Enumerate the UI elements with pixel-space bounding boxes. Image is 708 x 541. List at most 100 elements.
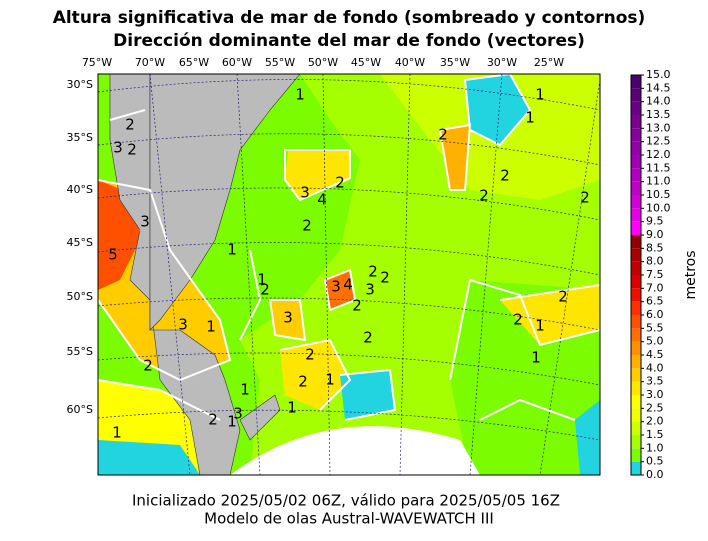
contour-label: 1 bbox=[287, 399, 297, 417]
colorbar-tick-label: 7.0 bbox=[646, 281, 664, 294]
contour-label: 3 bbox=[283, 309, 293, 327]
contour-label: 2 bbox=[208, 411, 218, 429]
colorbar-segment bbox=[631, 75, 641, 89]
colorbar-tick-label: 6.5 bbox=[646, 295, 664, 308]
colorbar-segment bbox=[631, 301, 641, 315]
colorbar-segment bbox=[631, 208, 641, 222]
contour-label: 2 bbox=[500, 167, 510, 185]
footer-line: Inicializado 2025/05/02 06Z, válido para… bbox=[132, 492, 560, 510]
contour-label: 2 bbox=[143, 357, 153, 375]
colorbar-segment bbox=[631, 461, 641, 475]
contour-label: 2 bbox=[479, 187, 489, 205]
contour-label: 1 bbox=[257, 271, 267, 289]
colorbar-segment bbox=[631, 328, 641, 342]
lat-tick-label: 35°S bbox=[67, 131, 93, 144]
contour-label: 2 bbox=[438, 126, 448, 144]
colorbar-tick-label: 5.0 bbox=[646, 335, 664, 348]
colorbar-tick-label: 10.0 bbox=[646, 201, 671, 214]
colorbar-segment bbox=[631, 101, 641, 115]
colorbar-segment bbox=[631, 315, 641, 329]
lon-tick-label: 75°W bbox=[82, 56, 112, 69]
contour-label: 2 bbox=[335, 174, 345, 192]
colorbar-segment bbox=[631, 115, 641, 129]
map-frame bbox=[97, 73, 601, 476]
contour-label: 1 bbox=[535, 317, 545, 335]
colorbar-tick-label: 3.0 bbox=[646, 388, 664, 401]
contour-label: 2 bbox=[352, 297, 362, 315]
footer-line: Modelo de olas Austral-WAVEWATCH III bbox=[204, 510, 494, 528]
colorbar-segment bbox=[631, 141, 641, 155]
colorbar-tick-label: 11.0 bbox=[646, 175, 671, 188]
contour-label: 1 bbox=[112, 424, 122, 442]
colorbar-tick-label: 4.5 bbox=[646, 348, 664, 361]
colorbar-tick-label: 0.0 bbox=[646, 468, 664, 481]
colorbar-segment bbox=[631, 155, 641, 169]
colorbar-segment bbox=[631, 421, 641, 435]
lon-tick-label: 25°W bbox=[534, 56, 564, 69]
colorbar-tick-label: 9.0 bbox=[646, 228, 664, 241]
contour-label: 3 bbox=[140, 213, 150, 231]
lon-tick-label: 50°W bbox=[308, 56, 338, 69]
colorbar-tick-label: 8.5 bbox=[646, 241, 664, 254]
colorbar-tick-label: 14.5 bbox=[646, 81, 671, 94]
colorbar-tick-label: 2.5 bbox=[646, 401, 664, 414]
colorbar-segment bbox=[631, 235, 641, 249]
lat-tick-label: 60°S bbox=[67, 403, 93, 416]
contour-label: 2 bbox=[302, 217, 312, 235]
lat-tick-label: 30°S bbox=[67, 78, 93, 91]
contour-label: 2 bbox=[127, 141, 137, 159]
contour-label: 1 bbox=[227, 241, 237, 259]
lon-tick-label: 65°W bbox=[179, 56, 209, 69]
contour-label: 3 bbox=[300, 184, 310, 202]
colorbar-tick-label: 13.5 bbox=[646, 108, 671, 121]
colorbar-segment bbox=[631, 261, 641, 275]
lat-tick-label: 50°S bbox=[67, 290, 93, 303]
colorbar-segment bbox=[631, 395, 641, 409]
map-area bbox=[98, 74, 600, 475]
colorbar-tick-label: 4.0 bbox=[646, 361, 664, 374]
lon-tick-label: 35°W bbox=[440, 56, 470, 69]
lon-tick-label: 40°W bbox=[395, 56, 425, 69]
contour-label: 2 bbox=[368, 263, 378, 281]
colorbar-segment bbox=[631, 195, 641, 209]
contour-label: 1 bbox=[525, 109, 535, 127]
colorbar-tick-label: 2.0 bbox=[646, 415, 664, 428]
colorbar-tick-label: 14.0 bbox=[646, 95, 671, 108]
colorbar-segment bbox=[631, 435, 641, 449]
lat-tick-label: 55°S bbox=[67, 345, 93, 358]
colorbar-segment bbox=[631, 168, 641, 182]
colorbar-tick-label: 11.5 bbox=[646, 161, 671, 174]
lon-tick-label: 60°W bbox=[222, 56, 252, 69]
lat-tick-label: 40°S bbox=[67, 183, 93, 196]
colorbar-tick-label: 12.0 bbox=[646, 148, 671, 161]
contour-label: 1 bbox=[227, 413, 237, 431]
colorbar-tick-label: 3.5 bbox=[646, 375, 664, 388]
colorbar-tick-label: 5.5 bbox=[646, 321, 664, 334]
colorbar-tick-label: 1.0 bbox=[646, 441, 664, 454]
colorbar-tick-label: 15.0 bbox=[646, 68, 671, 81]
contour-label: 2 bbox=[580, 189, 590, 207]
contour-label: 4 bbox=[317, 191, 327, 209]
colorbar-tick-label: 0.5 bbox=[646, 455, 664, 468]
colorbar-segment bbox=[631, 381, 641, 395]
contour-label: 2 bbox=[260, 281, 270, 299]
contour-label: 2 bbox=[298, 373, 308, 391]
contour-label: 2 bbox=[380, 269, 390, 287]
colorbar-segment bbox=[631, 408, 641, 422]
colorbar-tick-label: 8.0 bbox=[646, 255, 664, 268]
colorbar-tick-label: 6.0 bbox=[646, 308, 664, 321]
title: Altura significativa de mar de fondo (so… bbox=[53, 8, 646, 28]
contour-label: 2 bbox=[558, 288, 568, 306]
colorbar-segment bbox=[631, 355, 641, 369]
colorbar-segment bbox=[631, 248, 641, 262]
colorbar-segment bbox=[631, 128, 641, 142]
colorbar-tick-label: 13.0 bbox=[646, 121, 671, 134]
colorbar-label: metros bbox=[683, 250, 699, 299]
subtitle: Dirección dominante del mar de fondo (ve… bbox=[113, 31, 585, 51]
colorbar-segment bbox=[631, 181, 641, 195]
contour-label: 3 bbox=[233, 405, 243, 423]
colorbar-tick-label: 7.5 bbox=[646, 268, 664, 281]
contour-label: 4 bbox=[343, 276, 353, 294]
lon-tick-label: 30°W bbox=[487, 56, 517, 69]
contour-label: 2 bbox=[305, 346, 315, 364]
